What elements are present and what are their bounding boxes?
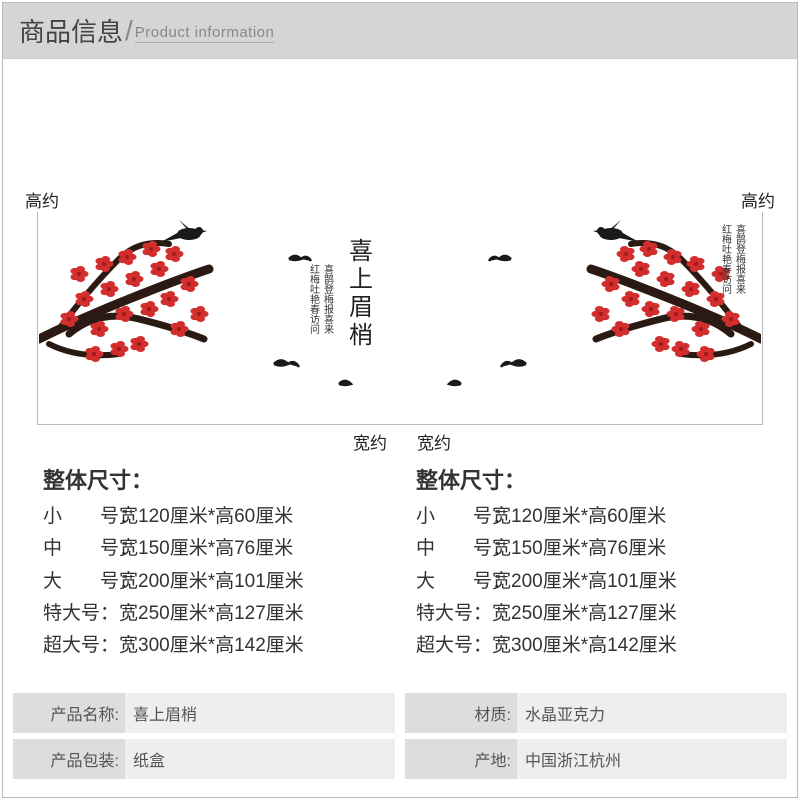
info-pack-v: 纸盒 [125, 739, 395, 779]
info-pack-k: 产品包装: [13, 739, 125, 779]
size-rows-left: 小 号：宽120厘米*高60厘米中 号：宽150厘米*高76厘米大 号：宽200… [43, 501, 384, 662]
header-en: Product information [135, 24, 275, 43]
guide-hline [37, 424, 763, 425]
size-row: 大 号：宽200厘米*高101厘米 [43, 566, 384, 598]
info-orig-k: 产地: [405, 739, 517, 779]
svg-text:喜: 喜 [349, 238, 373, 265]
label-height-left: 高约 [25, 187, 59, 212]
size-row: 特大号：宽250厘米*高127厘米 [416, 598, 757, 630]
size-row: 大 号：宽200厘米*高101厘米 [416, 566, 757, 598]
info-package: 产品包装: 纸盒 [13, 739, 395, 779]
size-row: 小 号：宽120厘米*高60厘米 [416, 501, 757, 533]
info-origin: 产地: 中国浙江杭州 [405, 739, 787, 779]
label-height-right: 高约 [741, 187, 775, 212]
size-row: 小 号：宽120厘米*高60厘米 [43, 501, 384, 533]
info-name: 产品名称: 喜上眉梢 [13, 693, 395, 733]
label-width-left: 宽约 [353, 429, 387, 454]
size-rows-right: 小 号：宽120厘米*高60厘米中 号：宽150厘米*高76厘米大 号：宽200… [416, 501, 757, 662]
header-zh: 商品信息 [19, 12, 123, 49]
svg-text:上: 上 [349, 266, 373, 293]
section-header: 商品信息 / Product information [3, 3, 797, 59]
info-material: 材质: 水晶亚克力 [405, 693, 787, 733]
size-row: 特大号：宽250厘米*高127厘米 [43, 598, 384, 630]
size-row: 超大号：宽300厘米*高142厘米 [416, 630, 757, 662]
info-name-k: 产品名称: [13, 693, 125, 733]
svg-text:红梅吐艳春访问: 红梅吐艳春访问 [720, 223, 732, 295]
info-mat-v: 水晶亚克力 [517, 693, 787, 733]
guide-vline-right [762, 209, 763, 424]
artwork-right: 喜上眉梢喜鹊登梅报喜来红梅吐艳春访问 [401, 219, 761, 409]
info-orig-v: 中国浙江杭州 [517, 739, 787, 779]
svg-text:喜鹊登梅报喜来: 喜鹊登梅报喜来 [734, 223, 746, 295]
size-row: 中 号：宽150厘米*高76厘米 [43, 533, 384, 565]
svg-text:红梅吐艳春访问: 红梅吐艳春访问 [308, 263, 320, 335]
info-name-v: 喜上眉梢 [125, 693, 395, 733]
guide-vline-left [37, 209, 38, 424]
artwork-left: 喜上眉梢 喜鹊登梅报喜来红梅吐艳春访问 [39, 219, 399, 409]
svg-text:眉: 眉 [349, 295, 373, 321]
info-mat-k: 材质: [405, 693, 517, 733]
diagram-area: 高约 高约 宽约 宽约 喜上眉梢喜鹊登梅报喜来红梅吐艳春访问 喜上眉梢喜鹊登梅报… [3, 59, 797, 499]
size-row: 中 号：宽150厘米*高76厘米 [416, 533, 757, 565]
size-row: 超大号：宽300厘米*高142厘米 [43, 630, 384, 662]
label-width-right: 宽约 [417, 429, 451, 454]
header-slash: / [125, 15, 133, 47]
svg-text:喜鹊登梅报喜来: 喜鹊登梅报喜来 [322, 263, 334, 335]
info-table: 产品名称: 喜上眉梢 材质: 水晶亚克力 产品包装: 纸盒 产地: 中国浙江杭州 [13, 693, 787, 785]
svg-text:梢: 梢 [349, 322, 373, 349]
